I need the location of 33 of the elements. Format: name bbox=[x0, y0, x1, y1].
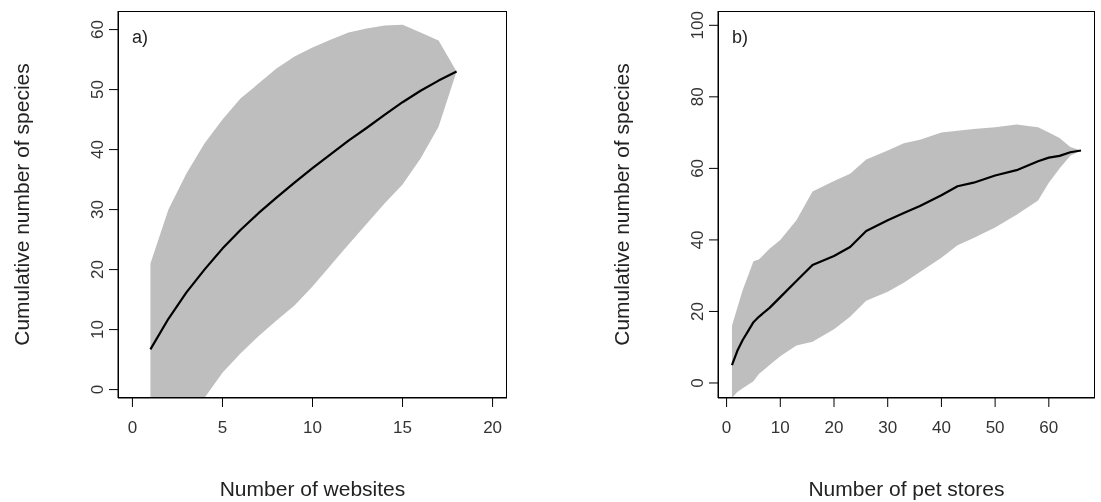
annotation: a) bbox=[132, 27, 149, 48]
y-tick-label: 20 bbox=[688, 301, 707, 321]
x-tick-label: 20 bbox=[483, 418, 503, 438]
x-tick-label: 20 bbox=[824, 418, 844, 438]
x-tick-label: 60 bbox=[1039, 418, 1059, 438]
x-tick-label: 0 bbox=[127, 418, 138, 438]
x-tick-label: 10 bbox=[303, 418, 322, 438]
x-tick-label: 15 bbox=[393, 418, 413, 438]
x-tick-label: 5 bbox=[217, 418, 228, 438]
y-tick-label: 60 bbox=[688, 158, 707, 178]
y-tick-label: 0 bbox=[88, 384, 107, 395]
y-tick-label: 40 bbox=[688, 230, 707, 250]
y-tick-label: 20 bbox=[88, 260, 107, 280]
y-axis-title: Cumulative number of species bbox=[10, 63, 34, 346]
x-tick-label: 30 bbox=[878, 418, 898, 438]
annotation: b) bbox=[732, 27, 749, 48]
x-tick-label: 50 bbox=[985, 418, 1005, 438]
y-tick-label: 60 bbox=[88, 20, 107, 40]
y-tick-label: 10 bbox=[88, 320, 107, 340]
line-series bbox=[730, 149, 1083, 367]
x-axis-title: Number of pet stores bbox=[808, 477, 1005, 500]
y-tick-label: 0 bbox=[688, 378, 707, 388]
y-tick-label: 40 bbox=[88, 140, 107, 160]
y-tick-label: 100 bbox=[688, 11, 707, 40]
line-series bbox=[149, 70, 458, 351]
x-tick-label: 40 bbox=[931, 418, 951, 438]
x-tick-label: 10 bbox=[770, 418, 790, 438]
y-tick-label: 80 bbox=[688, 87, 707, 107]
x-axis-title: Number of websites bbox=[219, 477, 406, 500]
y-axis-title: Cumulative number of species bbox=[610, 63, 634, 346]
x-tick-label: 0 bbox=[721, 418, 732, 438]
y-tick-label: 30 bbox=[88, 200, 107, 220]
y-tick-label: 50 bbox=[88, 80, 107, 100]
